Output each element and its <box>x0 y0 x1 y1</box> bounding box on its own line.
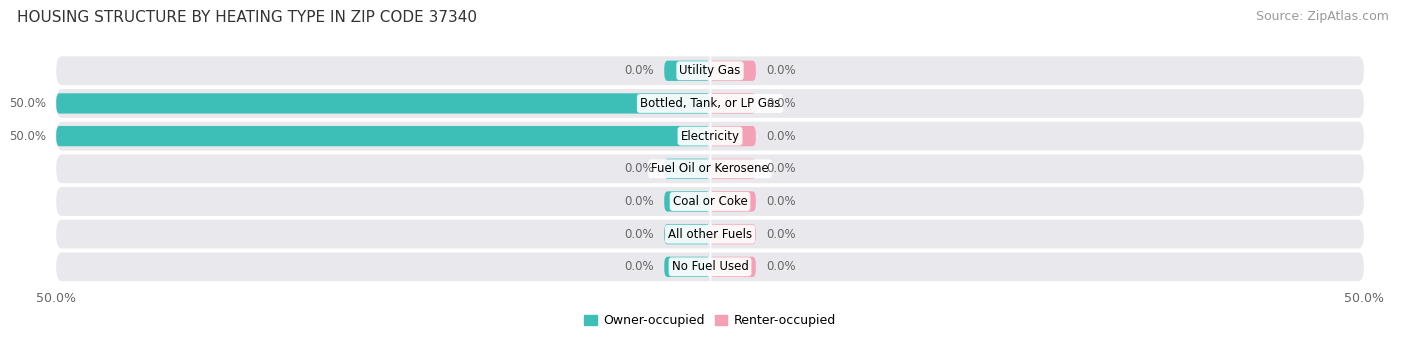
Text: Electricity: Electricity <box>681 130 740 143</box>
Text: 0.0%: 0.0% <box>766 195 796 208</box>
FancyBboxPatch shape <box>710 224 756 244</box>
FancyBboxPatch shape <box>710 257 756 277</box>
Text: Fuel Oil or Kerosene: Fuel Oil or Kerosene <box>651 162 769 175</box>
FancyBboxPatch shape <box>56 154 1364 183</box>
Text: 50.0%: 50.0% <box>8 130 46 143</box>
FancyBboxPatch shape <box>664 224 710 244</box>
Text: All other Fuels: All other Fuels <box>668 228 752 241</box>
Text: Source: ZipAtlas.com: Source: ZipAtlas.com <box>1256 10 1389 23</box>
Text: 0.0%: 0.0% <box>766 64 796 77</box>
FancyBboxPatch shape <box>56 220 1364 249</box>
FancyBboxPatch shape <box>710 93 756 114</box>
FancyBboxPatch shape <box>664 159 710 179</box>
Text: 0.0%: 0.0% <box>624 195 654 208</box>
FancyBboxPatch shape <box>664 61 710 81</box>
FancyBboxPatch shape <box>664 257 710 277</box>
FancyBboxPatch shape <box>56 93 710 114</box>
Text: No Fuel Used: No Fuel Used <box>672 260 748 273</box>
FancyBboxPatch shape <box>56 56 1364 85</box>
FancyBboxPatch shape <box>56 89 1364 118</box>
Text: 0.0%: 0.0% <box>766 97 796 110</box>
FancyBboxPatch shape <box>710 191 756 212</box>
Text: 50.0%: 50.0% <box>8 97 46 110</box>
Legend: Owner-occupied, Renter-occupied: Owner-occupied, Renter-occupied <box>579 309 841 332</box>
FancyBboxPatch shape <box>664 191 710 212</box>
Text: 0.0%: 0.0% <box>624 64 654 77</box>
FancyBboxPatch shape <box>56 252 1364 281</box>
Text: 0.0%: 0.0% <box>766 162 796 175</box>
Text: Coal or Coke: Coal or Coke <box>672 195 748 208</box>
FancyBboxPatch shape <box>710 126 756 146</box>
Text: Utility Gas: Utility Gas <box>679 64 741 77</box>
Text: HOUSING STRUCTURE BY HEATING TYPE IN ZIP CODE 37340: HOUSING STRUCTURE BY HEATING TYPE IN ZIP… <box>17 10 477 25</box>
FancyBboxPatch shape <box>56 122 1364 150</box>
FancyBboxPatch shape <box>56 187 1364 216</box>
FancyBboxPatch shape <box>710 159 756 179</box>
Text: Bottled, Tank, or LP Gas: Bottled, Tank, or LP Gas <box>640 97 780 110</box>
FancyBboxPatch shape <box>56 126 710 146</box>
Text: 0.0%: 0.0% <box>766 130 796 143</box>
Text: 0.0%: 0.0% <box>624 260 654 273</box>
Text: 0.0%: 0.0% <box>766 228 796 241</box>
Text: 0.0%: 0.0% <box>624 228 654 241</box>
FancyBboxPatch shape <box>710 61 756 81</box>
Text: 0.0%: 0.0% <box>624 162 654 175</box>
Text: 0.0%: 0.0% <box>766 260 796 273</box>
